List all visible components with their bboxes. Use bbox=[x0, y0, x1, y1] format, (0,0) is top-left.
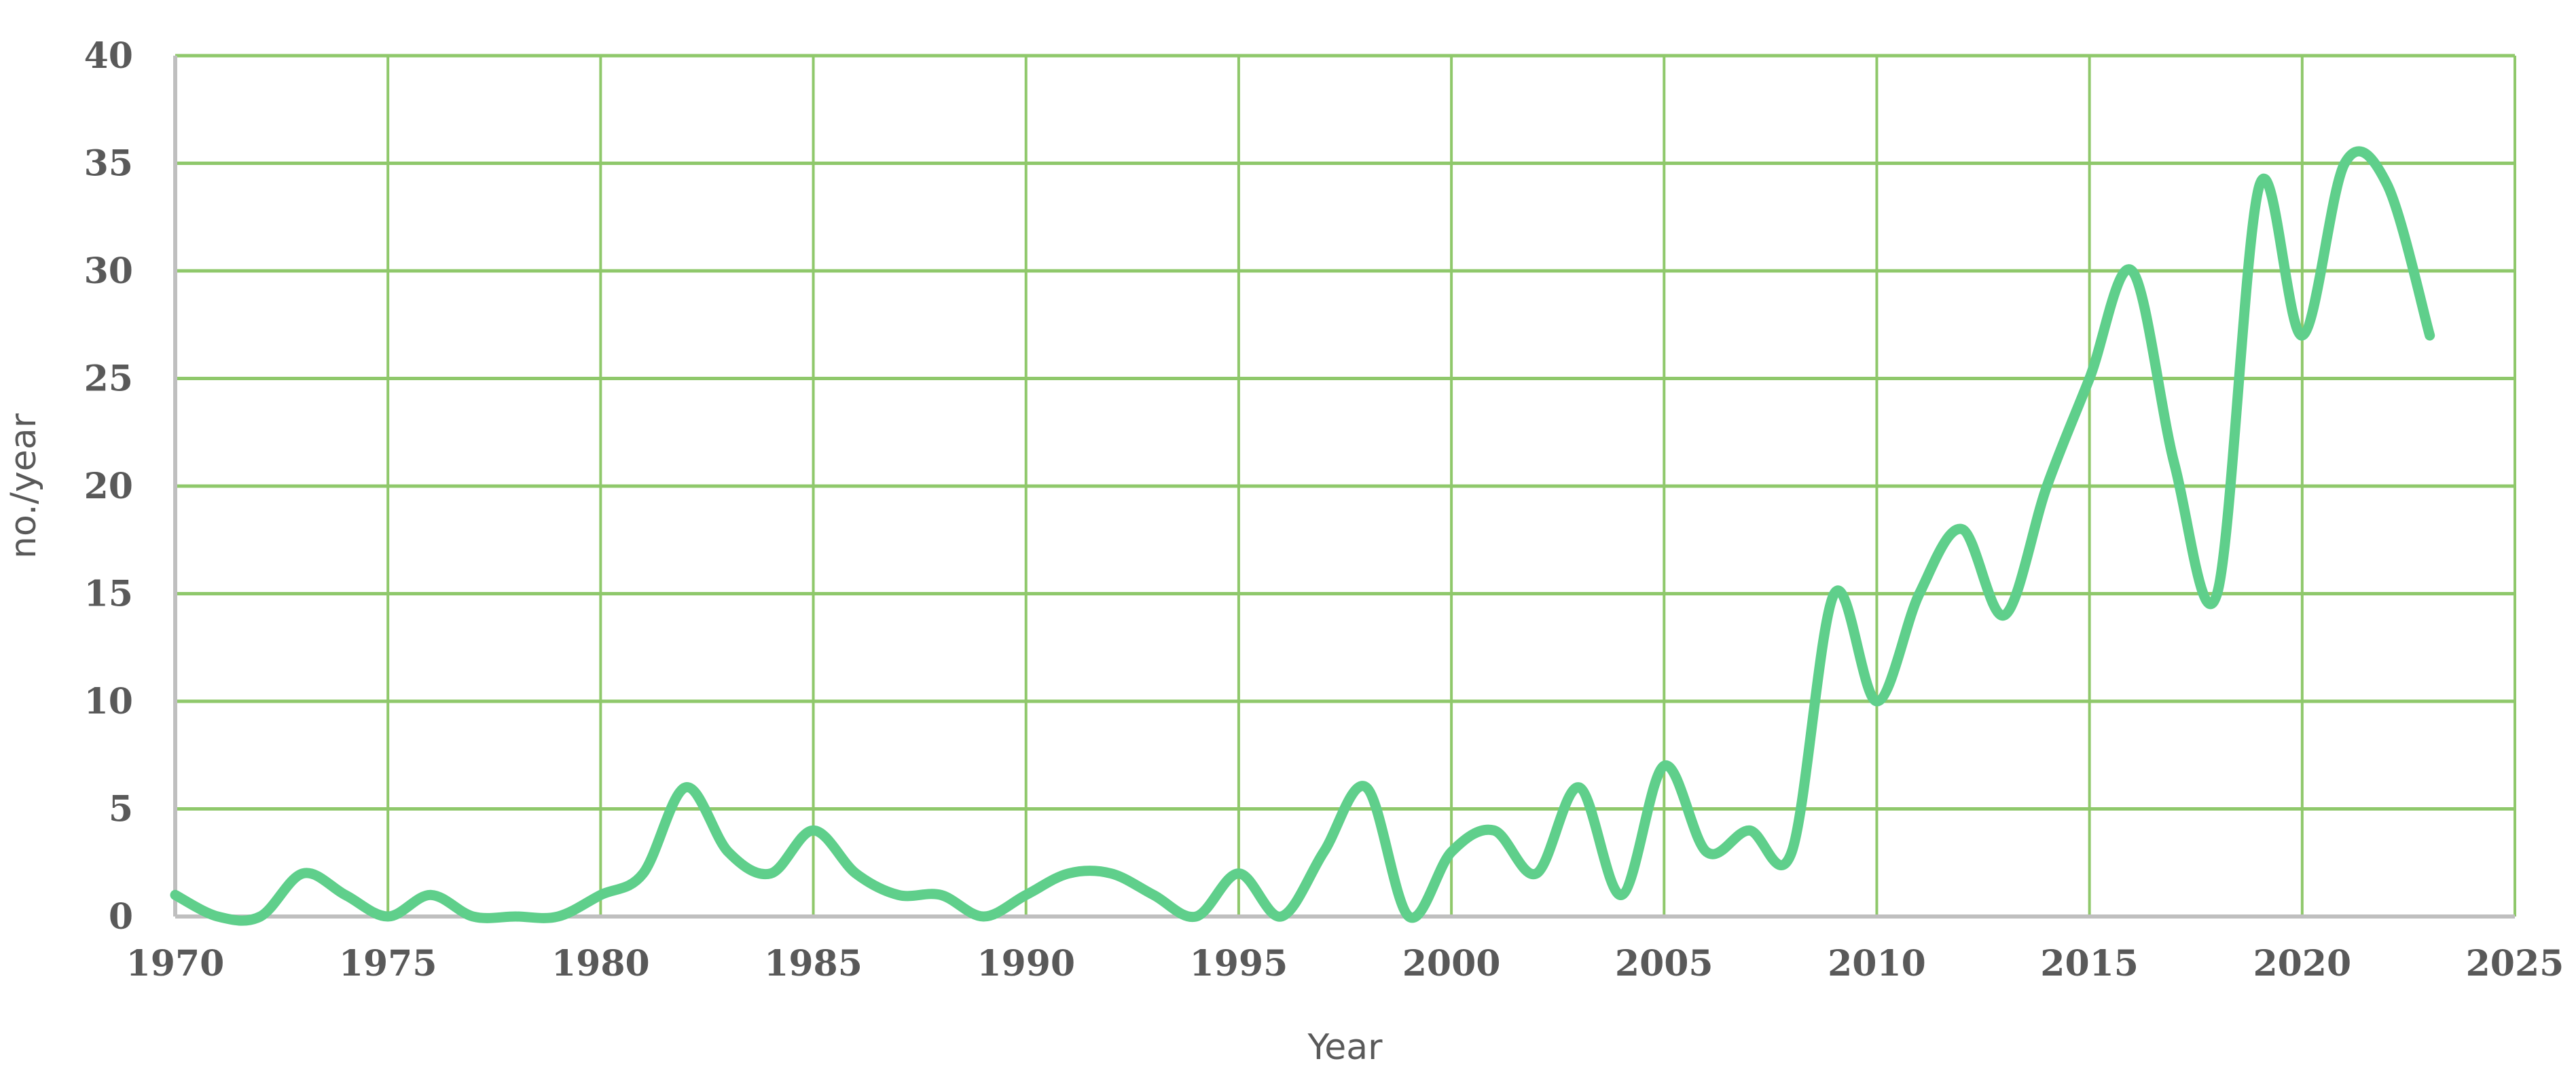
chart-grid bbox=[175, 54, 2516, 916]
x-tick-label: 1985 bbox=[764, 943, 863, 984]
y-tick-label: 20 bbox=[84, 466, 133, 507]
y-tick-label: 15 bbox=[84, 574, 133, 615]
y-tick-label: 25 bbox=[84, 358, 133, 400]
x-tick-label: 2005 bbox=[1615, 943, 1713, 984]
x-tick-label: 1995 bbox=[1190, 943, 1288, 984]
y-tick-label: 30 bbox=[84, 251, 133, 292]
y-tick-label: 40 bbox=[84, 35, 133, 77]
x-tick-label: 2015 bbox=[2040, 943, 2139, 984]
y-tick-label: 0 bbox=[109, 896, 133, 938]
x-axis-title: Year bbox=[1307, 1027, 1383, 1068]
x-tick-label: 1970 bbox=[126, 943, 225, 984]
x-tick-label: 2025 bbox=[2466, 943, 2564, 984]
chart-series bbox=[170, 146, 2435, 926]
y-tick-label: 5 bbox=[109, 789, 133, 830]
x-tick-label: 1975 bbox=[339, 943, 437, 984]
x-tick-label: 1990 bbox=[977, 943, 1075, 984]
y-axis-title: no./year bbox=[3, 413, 44, 559]
x-tick-label: 2000 bbox=[1402, 943, 1501, 984]
x-tick-label: 2020 bbox=[2253, 943, 2351, 984]
x-tick-label: 1980 bbox=[551, 943, 650, 984]
x-tick-label: 2010 bbox=[1828, 943, 1926, 984]
y-tick-label: 35 bbox=[84, 143, 133, 185]
series-line bbox=[170, 146, 2435, 926]
y-tick-label: 10 bbox=[84, 681, 133, 722]
